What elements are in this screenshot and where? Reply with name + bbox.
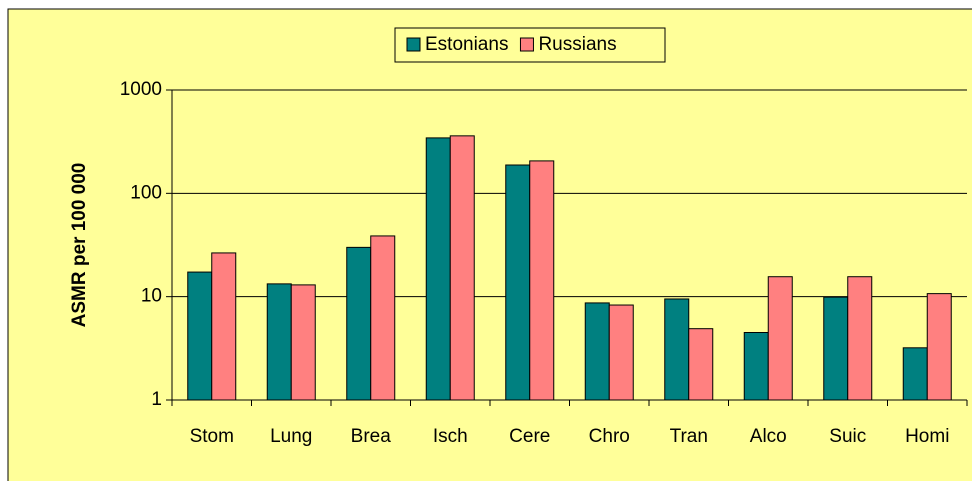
- bar: [346, 246, 372, 401]
- bar: [584, 302, 610, 401]
- bar: [688, 328, 714, 401]
- bar: [847, 276, 873, 401]
- y-tick-label: 10: [141, 286, 162, 307]
- x-tick-label: Chro: [589, 426, 630, 447]
- bar: [529, 160, 555, 401]
- x-tick-label: Brea: [351, 426, 392, 447]
- bar: [290, 284, 316, 401]
- legend-label: Estonians: [425, 34, 508, 55]
- bar: [211, 252, 237, 401]
- x-tick-label: Homi: [905, 426, 949, 447]
- bar: [608, 304, 634, 401]
- y-axis-label: ASMR per 100 000: [69, 163, 90, 328]
- y-tick-label: 100: [130, 182, 162, 203]
- legend-label: Russians: [538, 34, 616, 55]
- bar: [664, 298, 690, 401]
- x-tick-label: Alco: [750, 426, 787, 447]
- bar: [266, 283, 292, 401]
- x-tick-label: Isch: [433, 426, 468, 447]
- bar: [902, 347, 928, 401]
- bar: [505, 164, 531, 401]
- x-tick-label: Stom: [190, 426, 234, 447]
- y-tick-label: 1: [151, 389, 162, 410]
- bar: [926, 293, 952, 401]
- bar: [767, 276, 793, 401]
- legend-swatch: [519, 37, 534, 52]
- bar: [425, 137, 451, 401]
- y-tick-label: 1000: [120, 79, 162, 100]
- chart-area: [7, 8, 972, 486]
- x-tick-label: Lung: [270, 426, 312, 447]
- legend-swatch: [406, 37, 421, 52]
- x-tick-label: Cere: [509, 426, 550, 447]
- bar: [187, 271, 213, 401]
- bar: [370, 235, 396, 401]
- bar: [449, 135, 475, 401]
- x-tick-label: Suic: [829, 426, 866, 447]
- bar: [823, 296, 849, 401]
- x-tick-label: Tran: [670, 426, 708, 447]
- bar: [743, 332, 769, 401]
